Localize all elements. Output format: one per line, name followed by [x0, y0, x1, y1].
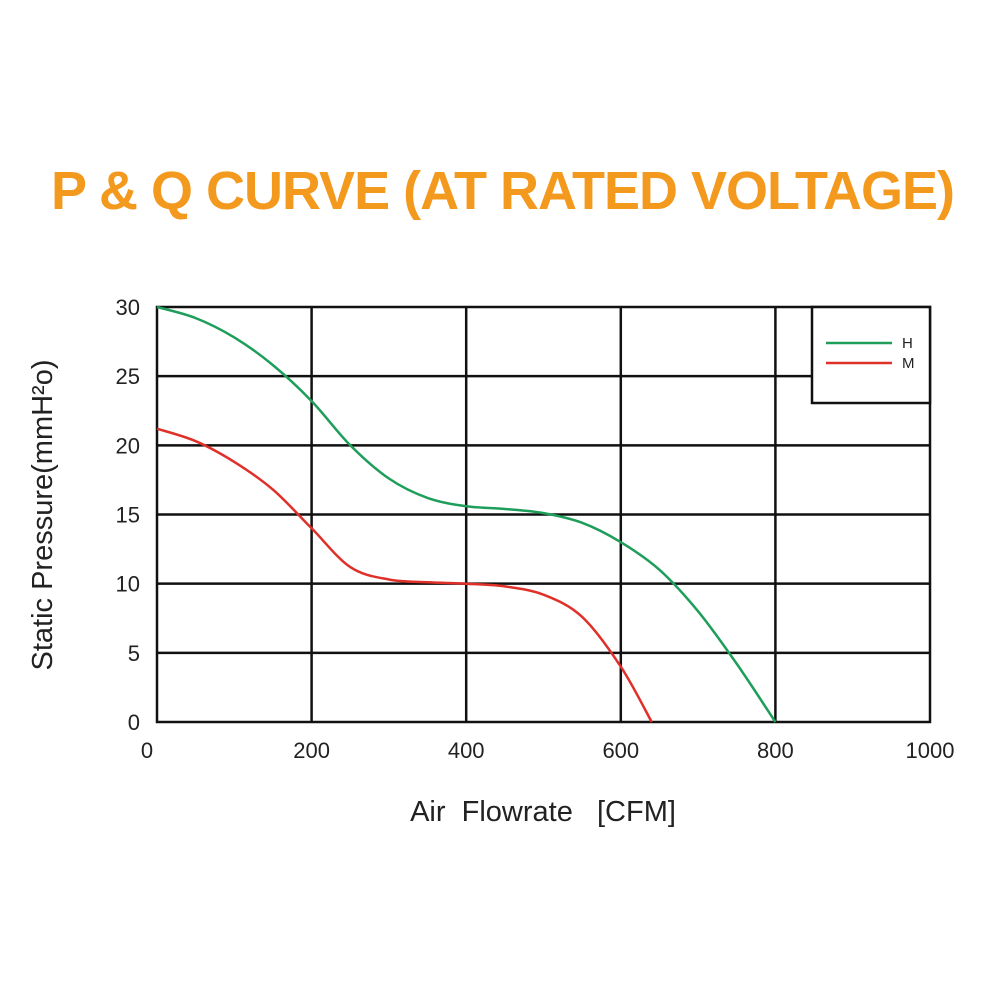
series-line-m	[156, 427, 653, 723]
series-line-h	[156, 305, 777, 723]
x-tick-label: 1000	[906, 738, 955, 763]
legend-label: H	[902, 335, 913, 352]
y-tick-label: 30	[116, 295, 140, 320]
x-axis-label: Air Flowrate [CFM]	[410, 796, 676, 828]
x-tick-label: 0	[141, 738, 153, 763]
legend-box	[810, 305, 932, 405]
y-axis-label: Static Pressure(mmH²o)	[27, 360, 59, 671]
legend-label: M	[902, 355, 915, 372]
legend: HM	[826, 335, 915, 372]
chart-title: P & Q CURVE (AT RATED VOLTAGE)	[50, 161, 955, 221]
y-tick-label: 0	[128, 710, 140, 735]
y-tick-label: 20	[116, 433, 140, 458]
x-tick-label: 800	[757, 738, 794, 763]
x-tick-label: 400	[448, 738, 485, 763]
series-group	[156, 305, 777, 723]
y-tick-label: 5	[128, 641, 140, 666]
y-tick-label: 25	[116, 364, 140, 389]
y-tick-label: 15	[116, 503, 140, 528]
x-tick-label: 200	[293, 738, 330, 763]
x-tick-label: 600	[602, 738, 639, 763]
tick-labels: 0 200 400 600 800 1000 0 5 10 15 20 25 30	[116, 295, 955, 763]
y-tick-label: 10	[116, 572, 140, 597]
